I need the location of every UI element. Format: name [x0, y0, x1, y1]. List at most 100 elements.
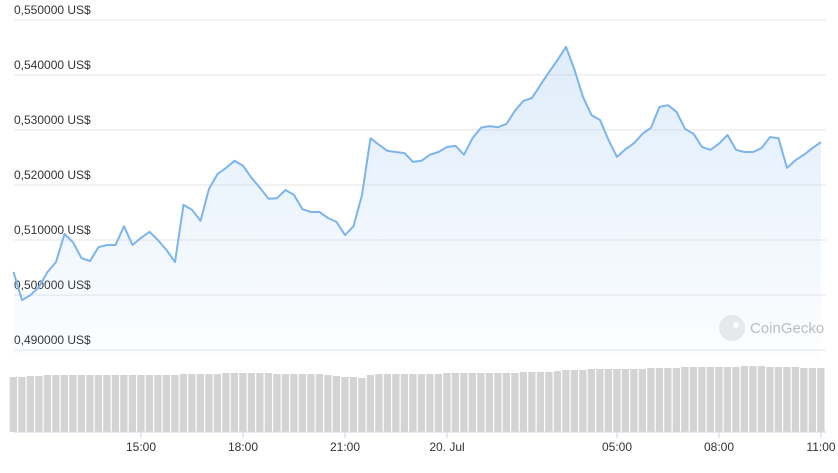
volume-bar: [298, 374, 307, 432]
volume-bar: [808, 368, 817, 432]
volume-bar: [77, 375, 86, 432]
volume-bar: [9, 377, 18, 432]
volume-bar: [111, 375, 120, 432]
volume-bar: [664, 368, 672, 432]
volume-bar: [43, 375, 52, 432]
volume-bar: [706, 367, 715, 432]
volume-bar: [358, 378, 366, 432]
volume-bar: [256, 373, 264, 432]
volume-bar: [52, 375, 60, 432]
volume-bar: [145, 375, 154, 432]
volume-bar: [35, 376, 43, 432]
volume-bar: [553, 371, 562, 432]
volume-bar: [774, 367, 783, 432]
volume-bar: [451, 373, 460, 432]
volume-bar: [332, 376, 341, 432]
volume-bar: [783, 367, 791, 432]
volume-bar: [103, 375, 111, 432]
volume-bar: [638, 369, 647, 432]
volume-bar: [315, 374, 324, 432]
watermark-logo: [719, 315, 745, 341]
volume-bar: [800, 368, 808, 432]
volume-bar: [324, 375, 332, 432]
volume-bar: [681, 367, 689, 432]
x-tick-label: 11:00: [806, 440, 835, 454]
volume-bar: [60, 375, 69, 432]
volume-bar: [434, 374, 443, 432]
x-tick-label: 20. Jul: [429, 440, 464, 454]
volume-bar: [417, 374, 426, 432]
volume-bar: [740, 366, 749, 432]
volume-bar: [264, 373, 273, 432]
volume-bar: [766, 367, 774, 432]
volume-bar: [494, 373, 502, 432]
volume-bar: [392, 374, 400, 432]
volume-bar: [630, 369, 638, 432]
x-tick-label: 21:00: [330, 440, 360, 454]
volume-bar: [570, 370, 579, 432]
volume-bar: [545, 372, 553, 432]
volume-bar: [562, 370, 570, 432]
volume-bar: [791, 367, 800, 432]
volume-bar: [536, 372, 545, 432]
volume-bar: [468, 373, 477, 432]
volume-bar: [723, 367, 732, 432]
x-tick-label: 05:00: [602, 440, 632, 454]
volume-bar: [689, 367, 698, 432]
x-tick-label: 15:00: [126, 440, 156, 454]
volume-bar: [604, 369, 613, 432]
volume-bar: [757, 366, 766, 432]
volume-bar: [179, 374, 188, 432]
volume-bar: [409, 374, 417, 432]
volume-bar: [307, 374, 315, 432]
volume-bar: [817, 368, 825, 432]
volume-bar: [647, 368, 655, 432]
volume-bar: [511, 373, 519, 432]
volume-bar: [128, 375, 137, 432]
price-area: [13, 46, 821, 359]
volume-bar: [477, 373, 485, 432]
volume-bar: [18, 377, 26, 432]
volume-bar: [213, 374, 222, 432]
volume-bar: [273, 374, 281, 432]
volume-bar: [281, 374, 290, 432]
volume-bar: [366, 375, 375, 432]
volume-bar: [698, 367, 706, 432]
volume-bar: [162, 375, 171, 432]
volume-bar: [94, 375, 103, 432]
volume-bar: [341, 377, 349, 432]
y-tick-label: 0,540000 US$: [14, 58, 91, 72]
y-tick-label: 0,510000 US$: [14, 223, 91, 237]
price-line: [12, 45, 822, 302]
volume-bar: [69, 375, 77, 432]
volume-bar: [222, 373, 230, 432]
volume-bar: [86, 375, 94, 432]
watermark-text: CoinGecko: [750, 320, 824, 337]
volume-bar: [528, 372, 536, 432]
volume-bar: [247, 373, 256, 432]
volume-bar: [188, 374, 196, 432]
volume-bar: [239, 373, 247, 432]
volume-bar: [672, 368, 681, 432]
volume-bar: [171, 375, 179, 432]
volume-bar: [715, 367, 723, 432]
volume-bar: [519, 372, 528, 432]
x-tick-label: 18:00: [228, 440, 258, 454]
volume-bar: [349, 377, 358, 432]
volume-bar: [621, 369, 630, 432]
y-tick-label: 0,520000 US$: [14, 168, 91, 182]
volume-bar: [749, 366, 757, 432]
volume-bar: [596, 369, 604, 432]
watermark: CoinGecko: [719, 315, 824, 341]
volume-bar: [26, 376, 35, 432]
volume-bar: [375, 374, 383, 432]
volume-bar: [426, 374, 434, 432]
volume-bar: [230, 373, 239, 432]
y-tick-label: 0,530000 US$: [14, 113, 91, 127]
volume-bar: [502, 373, 511, 432]
volume-bar: [579, 370, 587, 432]
x-tick-label: 08:00: [704, 440, 734, 454]
volume-bar: [460, 373, 468, 432]
volume-bar: [732, 367, 740, 432]
volume-bar: [290, 374, 298, 432]
